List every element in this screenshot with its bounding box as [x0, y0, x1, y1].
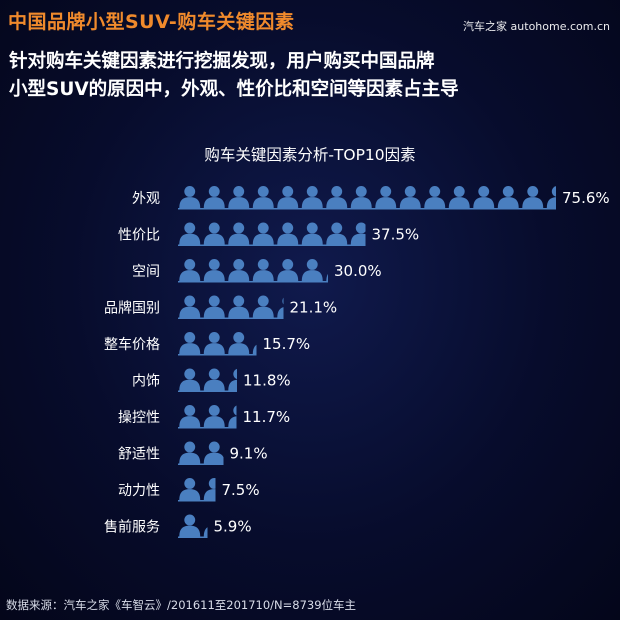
category-label: 动力性 [118, 483, 160, 499]
person-icon [252, 222, 274, 245]
person-icon [179, 186, 201, 208]
bar-baseline [178, 390, 237, 392]
category-label: 外观 [132, 191, 160, 207]
person-icon [179, 295, 201, 318]
bar-外观 [179, 186, 556, 208]
bar-舒适性 [179, 441, 224, 464]
autohome-watermark: 汽车之家 autohome.com.cn [463, 20, 610, 33]
person-icon [228, 222, 250, 245]
person-icon [228, 186, 250, 208]
value-label: 9.1% [230, 445, 268, 463]
person-icon [473, 186, 495, 208]
data-source-note: 数据来源：汽车之家《车智云》/201611至201710/N=8739位车主 [6, 598, 357, 612]
bar-baseline [178, 208, 556, 210]
bar-整车价格 [179, 332, 257, 354]
infographic-title: 中国品牌小型SUV-购车关键因素 [8, 11, 295, 33]
person-icon [203, 222, 225, 245]
person-icon [301, 259, 323, 281]
bar-baseline [178, 500, 216, 502]
category-label: 空间 [132, 264, 160, 280]
category-label: 售前服务 [104, 519, 160, 536]
person-icon [301, 186, 323, 208]
person-icon [203, 295, 225, 318]
category-label: 性价比 [118, 228, 160, 244]
bar-baseline [178, 463, 224, 465]
bar-动力性 [179, 478, 216, 500]
bar-品牌国别 [179, 295, 284, 318]
person-icon [326, 222, 348, 245]
value-label: 37.5% [372, 226, 420, 244]
person-icon [277, 186, 299, 208]
bar-性价比 [179, 222, 366, 245]
value-label: 15.7% [263, 335, 311, 353]
person-icon [277, 222, 299, 245]
category-label: 操控性 [118, 410, 160, 426]
person-icon [179, 514, 201, 537]
bar-baseline [178, 354, 257, 356]
person-icon [252, 186, 274, 208]
person-icon [203, 368, 225, 391]
person-icon [277, 259, 299, 281]
person-icon [350, 222, 366, 245]
person-icon [203, 259, 225, 281]
person-icon [448, 186, 470, 208]
person-icon [301, 222, 323, 245]
person-icon [179, 478, 201, 500]
person-icon [228, 332, 250, 354]
person-icon [522, 186, 544, 208]
person-icon [179, 332, 201, 354]
person-icon [179, 222, 201, 245]
bar-baseline [178, 536, 208, 538]
person-icon [203, 332, 225, 354]
subtitle-line-2: 小型SUV的原因中，外观、性价比和空间等因素占主导 [9, 79, 459, 100]
person-icon [179, 405, 201, 427]
subtitle-line-1: 针对购车关键因素进行挖掘发现，用户购买中国品牌 [9, 51, 435, 72]
value-label: 75.6% [562, 189, 610, 207]
bar-baseline [178, 244, 366, 246]
person-icon [424, 186, 446, 208]
bar-baseline [178, 281, 328, 283]
person-icon [326, 186, 348, 208]
category-label: 整车价格 [104, 336, 160, 353]
value-label: 30.0% [334, 262, 382, 280]
person-icon [203, 441, 224, 464]
person-icon [375, 186, 397, 208]
category-label: 舒适性 [118, 447, 160, 463]
bar-空间 [179, 259, 328, 281]
bar-baseline [178, 427, 237, 429]
value-label: 11.7% [243, 408, 291, 426]
bar-操控性 [179, 405, 237, 427]
person-icon [179, 441, 201, 464]
person-icon [399, 186, 421, 208]
person-icon [252, 295, 274, 318]
person-icon [179, 259, 201, 281]
chart-title: 购车关键因素分析-TOP10因素 [204, 146, 416, 164]
subtitle: 针对购车关键因素进行挖掘发现，用户购买中国品牌 小型SUV的原因中，外观、性价比… [9, 48, 611, 104]
value-label: 7.5% [222, 481, 260, 499]
person-icon [228, 259, 250, 281]
value-label: 11.8% [243, 372, 291, 390]
person-icon [179, 368, 201, 391]
person-icon [497, 186, 519, 208]
person-icon [203, 186, 225, 208]
person-icon [252, 259, 274, 281]
bar-内饰 [179, 368, 237, 391]
person-icon [350, 186, 372, 208]
category-label: 内饰 [132, 374, 160, 390]
person-icon [203, 405, 225, 427]
category-label: 品牌国别 [104, 300, 160, 317]
value-label: 21.1% [290, 299, 338, 317]
value-label: 5.9% [214, 518, 252, 536]
person-icon [228, 295, 250, 318]
bar-baseline [178, 317, 284, 319]
